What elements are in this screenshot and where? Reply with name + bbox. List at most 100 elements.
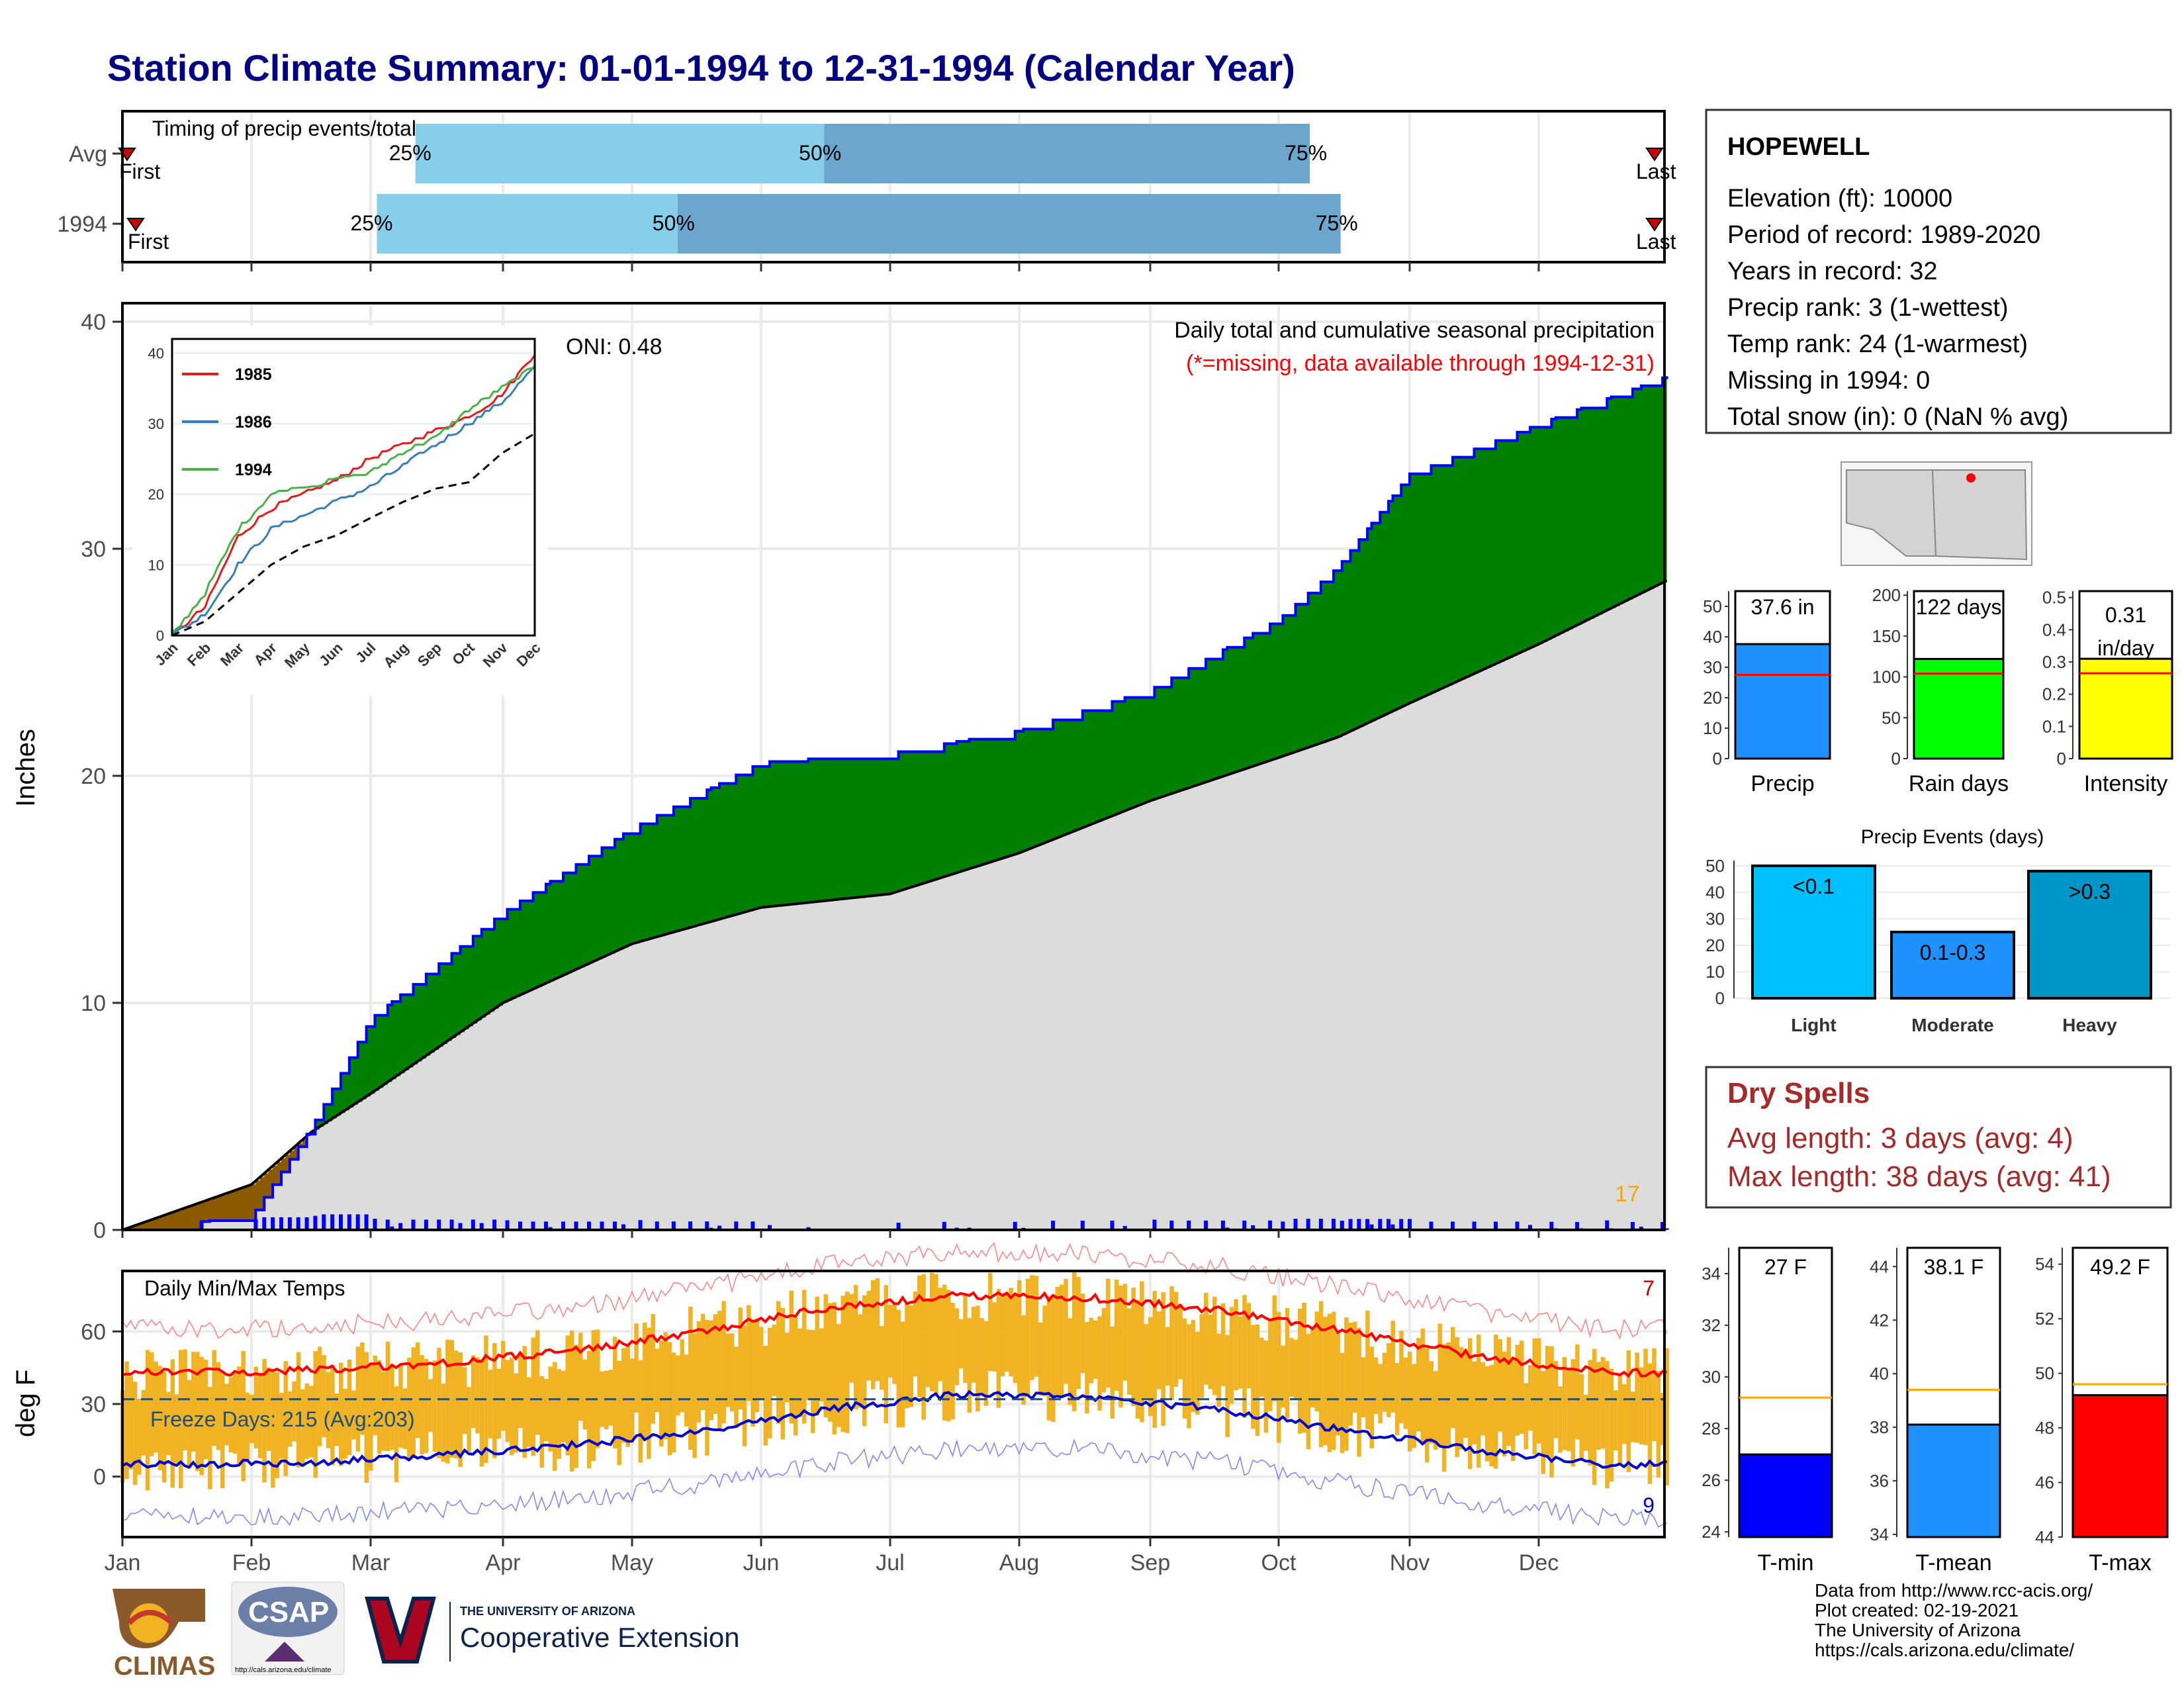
- daily-temp-bar: [462, 1367, 467, 1434]
- daily-temp-bar: [934, 1274, 938, 1395]
- daily-temp-bar: [287, 1391, 293, 1447]
- daily-precip-bar: [411, 1219, 416, 1230]
- daily-temp-bar: [1524, 1383, 1528, 1450]
- month-label: Jan: [105, 1550, 141, 1575]
- daily-temp-bar: [1647, 1363, 1653, 1484]
- daily-temp-bar: [364, 1352, 369, 1483]
- daily-temp-bar: [351, 1390, 356, 1440]
- daily-precip-bar: [1152, 1219, 1157, 1230]
- precip-events-bar: [1890, 931, 2015, 1000]
- station-location-dot: [1966, 473, 1976, 483]
- daily-temp-bar: [983, 1321, 989, 1406]
- precip-corner-count: 17: [1615, 1182, 1640, 1207]
- daily-temp-bar: [271, 1370, 275, 1488]
- daily-precip-bar: [1340, 1221, 1344, 1230]
- daily-temp-bar: [1106, 1278, 1111, 1388]
- inset-legend-label: 1994: [235, 461, 272, 479]
- temp-panel: 0 30 60 Daily Min/Max Temps Freeze Days: 215…: [11, 1242, 1670, 1538]
- record-high-line: [122, 1242, 1668, 1340]
- temp-bar-ytick-label: 50: [2035, 1364, 2054, 1383]
- daily-temp-bar: [1021, 1315, 1026, 1405]
- daily-precip-bar: [531, 1221, 535, 1230]
- daily-temp-bar: [971, 1307, 976, 1383]
- month-label: Oct: [1261, 1550, 1297, 1575]
- daily-temp-bar: [1297, 1308, 1302, 1434]
- daily-temp-bar: [1005, 1292, 1009, 1372]
- daily-temp-bar: [696, 1321, 702, 1423]
- daily-temp-bar: [1268, 1319, 1273, 1411]
- daily-temp-bar: [309, 1385, 314, 1458]
- first-event-label: First: [128, 230, 169, 254]
- mini-bar-ytick-label: 50: [1703, 596, 1722, 616]
- daily-temp-bar: [1605, 1361, 1610, 1489]
- daily-temp-bar: [729, 1333, 735, 1412]
- daily-temp-bar: [390, 1364, 394, 1450]
- daily-temp-bar: [195, 1352, 200, 1472]
- daily-temp-bar: [1332, 1311, 1336, 1450]
- daily-temp-bar: [1541, 1371, 1545, 1474]
- precip-ytick-label: 20: [81, 764, 106, 789]
- record-low-line: [122, 1438, 1667, 1528]
- daily-precip-bar: [1369, 1224, 1374, 1230]
- mini-bar-ytick-label: 10: [1703, 718, 1722, 738]
- above-average-area: [122, 377, 1667, 1231]
- temp-ytick-label: 0: [93, 1465, 106, 1490]
- daily-temp-bar: [1156, 1311, 1161, 1389]
- daily-temp-bar: [1468, 1338, 1473, 1470]
- daily-precip-bar: [1630, 1221, 1635, 1230]
- daily-precip-bar: [1528, 1225, 1532, 1230]
- daily-precip-bar: [262, 1217, 267, 1230]
- daily-temp-bar: [942, 1284, 947, 1421]
- mini-bar-value-label: 122 days: [1916, 595, 2002, 619]
- daily-temp-bar: [862, 1295, 867, 1427]
- daily-temp-bar: [806, 1329, 811, 1400]
- mini-bar-ytick-label: 100: [1872, 667, 1901, 687]
- daily-temp-bar: [1446, 1342, 1451, 1446]
- daily-temp-bar: [228, 1377, 234, 1452]
- daily-temp-bar: [1511, 1360, 1516, 1462]
- daily-temp-bar: [875, 1278, 880, 1382]
- daily-temp-bar: [1238, 1316, 1243, 1389]
- daily-temp-bar: [1191, 1320, 1196, 1413]
- daily-temp-bar: [1000, 1293, 1005, 1377]
- daily-temp-bar: [987, 1272, 993, 1372]
- daily-precip-bar: [613, 1221, 617, 1230]
- footer-plot-date: Plot created: 02-19-2021: [1815, 1600, 2019, 1620]
- daily-temp-bar: [797, 1329, 802, 1417]
- daily-temp-bar: [1144, 1324, 1149, 1401]
- daily-temp-bar: [1622, 1384, 1627, 1444]
- daily-temp-bar: [721, 1301, 726, 1424]
- daily-temp-bar: [1169, 1286, 1174, 1400]
- daily-temp-bar: [738, 1307, 743, 1410]
- daily-temp-bar: [132, 1382, 138, 1485]
- daily-temp-bar: [161, 1371, 167, 1483]
- footer-institution: The University of Arizona: [1815, 1620, 2021, 1640]
- timing-title: Timing of precip events/totals: [152, 117, 427, 140]
- daily-temp-bar: [1477, 1335, 1481, 1468]
- inset-ytick-label: 20: [148, 487, 164, 503]
- precip-events-bar: [1751, 865, 1876, 1000]
- daily-temp-bar: [1408, 1351, 1412, 1452]
- daily-temp-bar: [128, 1376, 134, 1470]
- daily-temp-bar: [1208, 1314, 1213, 1389]
- month-label: Aug: [999, 1550, 1040, 1575]
- mini-bar-ytick-label: 30: [1703, 657, 1722, 677]
- station-info-line: Period of record: 1989-2020: [1727, 221, 2040, 249]
- daily-temp-bar: [1101, 1307, 1107, 1393]
- daily-temp-bar: [1532, 1338, 1537, 1455]
- daily-temp-bar: [245, 1392, 250, 1462]
- daily-temp-bar: [1387, 1343, 1391, 1417]
- daily-precip-bar: [638, 1220, 643, 1230]
- daily-temp-bar: [1093, 1320, 1098, 1379]
- daily-temp-bar: [1302, 1302, 1306, 1433]
- daily-temp-bar: [1259, 1337, 1264, 1397]
- daily-temp-bar: [747, 1305, 751, 1401]
- daily-temp-bar: [600, 1371, 604, 1427]
- daily-temp-bar: [1076, 1276, 1081, 1389]
- avg-cumulative-line: [122, 579, 1668, 1231]
- daily-precip-bar: [390, 1226, 394, 1230]
- logo-strip: CLIMAS CSAP http://cals.arizona.edu/clim…: [106, 1575, 768, 1681]
- daily-precip-bar: [1408, 1219, 1412, 1230]
- daily-temp-bar: [671, 1352, 676, 1453]
- daily-temp-bar: [1314, 1311, 1319, 1412]
